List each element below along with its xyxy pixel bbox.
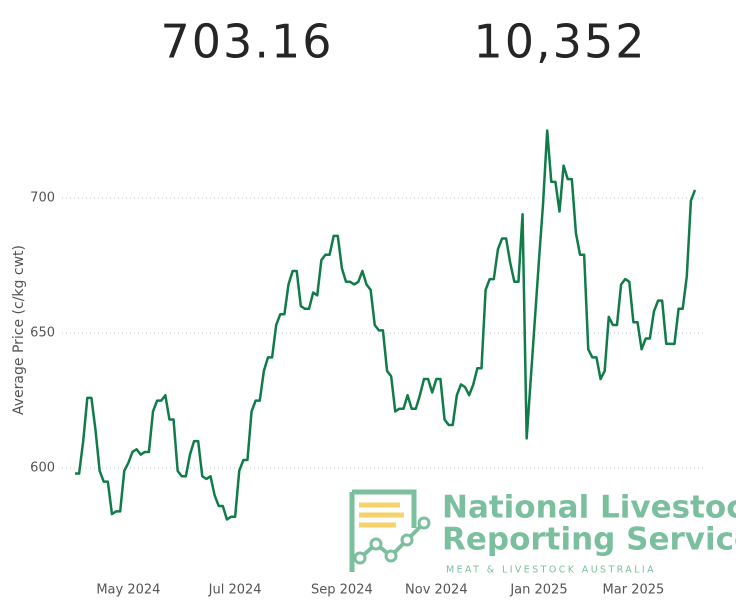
logo-icon [417,516,431,530]
logo-tagline: MEAT & LIVESTOCK AUSTRALIA [446,565,656,576]
x-tick-label: Jul 2024 [208,583,262,598]
plot: 600 650 700 May 2024 Jul 2024 Sep 2024 Nov 202… [30,129,703,598]
logo-icon [384,549,398,563]
y-tick-label: 700 [30,191,55,206]
logo-icon [369,537,383,551]
kpi-value: 10,352 [474,15,647,69]
x-tick-label: Nov 2024 [405,583,468,598]
logo-icon [352,489,417,528]
price-line [75,129,697,521]
logo-icon [353,551,367,565]
y-tick-label: 600 [30,461,55,476]
x-tick-label: Jan 2025 [509,583,567,598]
x-tick-label: May 2024 [96,583,160,598]
logo-icon [400,533,414,547]
x-tick-label: Mar 2025 [603,583,665,598]
logo: National Livestock Reporting Service MEA… [349,489,736,576]
logo-text: Reporting Service [442,522,736,558]
logo-text: National Livestock [442,490,736,526]
y-tick-label: 650 [30,326,55,341]
x-tick-label: Sep 2024 [311,583,373,598]
kpi-value: 703.16 [161,15,334,69]
y-axis-title: Average Price (c/kg cwt) [11,245,27,415]
